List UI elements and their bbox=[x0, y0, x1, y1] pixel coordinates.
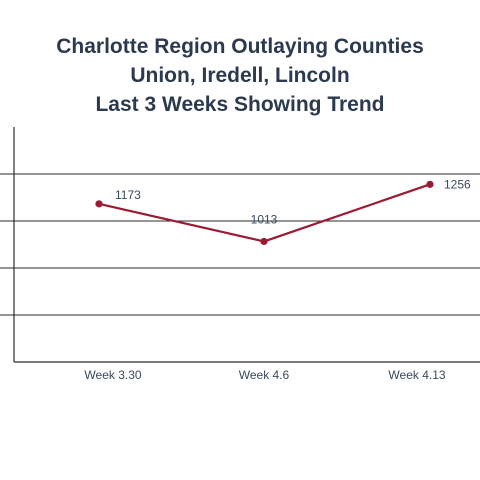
data-points bbox=[95, 180, 434, 246]
x-tick-label: Week 3.30 bbox=[84, 368, 141, 382]
x-tick-label: Week 4.6 bbox=[239, 368, 290, 382]
data-point bbox=[426, 180, 434, 188]
data-label: 1013 bbox=[251, 212, 278, 226]
chart-title: Charlotte Region Outlaying Counties Unio… bbox=[0, 32, 480, 119]
title-line-2: Union, Iredell, Lincoln bbox=[130, 64, 350, 87]
title-line-1: Charlotte Region Outlaying Counties bbox=[56, 35, 424, 58]
title-line-3: Last 3 Weeks Showing Trend bbox=[95, 93, 385, 116]
data-label: 1256 bbox=[444, 177, 471, 191]
data-point bbox=[260, 237, 268, 246]
data-point bbox=[95, 200, 103, 208]
data-label: 1173 bbox=[115, 188, 141, 202]
data-labels: 1173 1013 1256 bbox=[115, 177, 471, 226]
x-tick-labels: Week 3.30 Week 4.6 Week 4.13 bbox=[84, 368, 445, 382]
x-tick-label: Week 4.13 bbox=[388, 368, 445, 382]
gridlines bbox=[0, 173, 480, 316]
